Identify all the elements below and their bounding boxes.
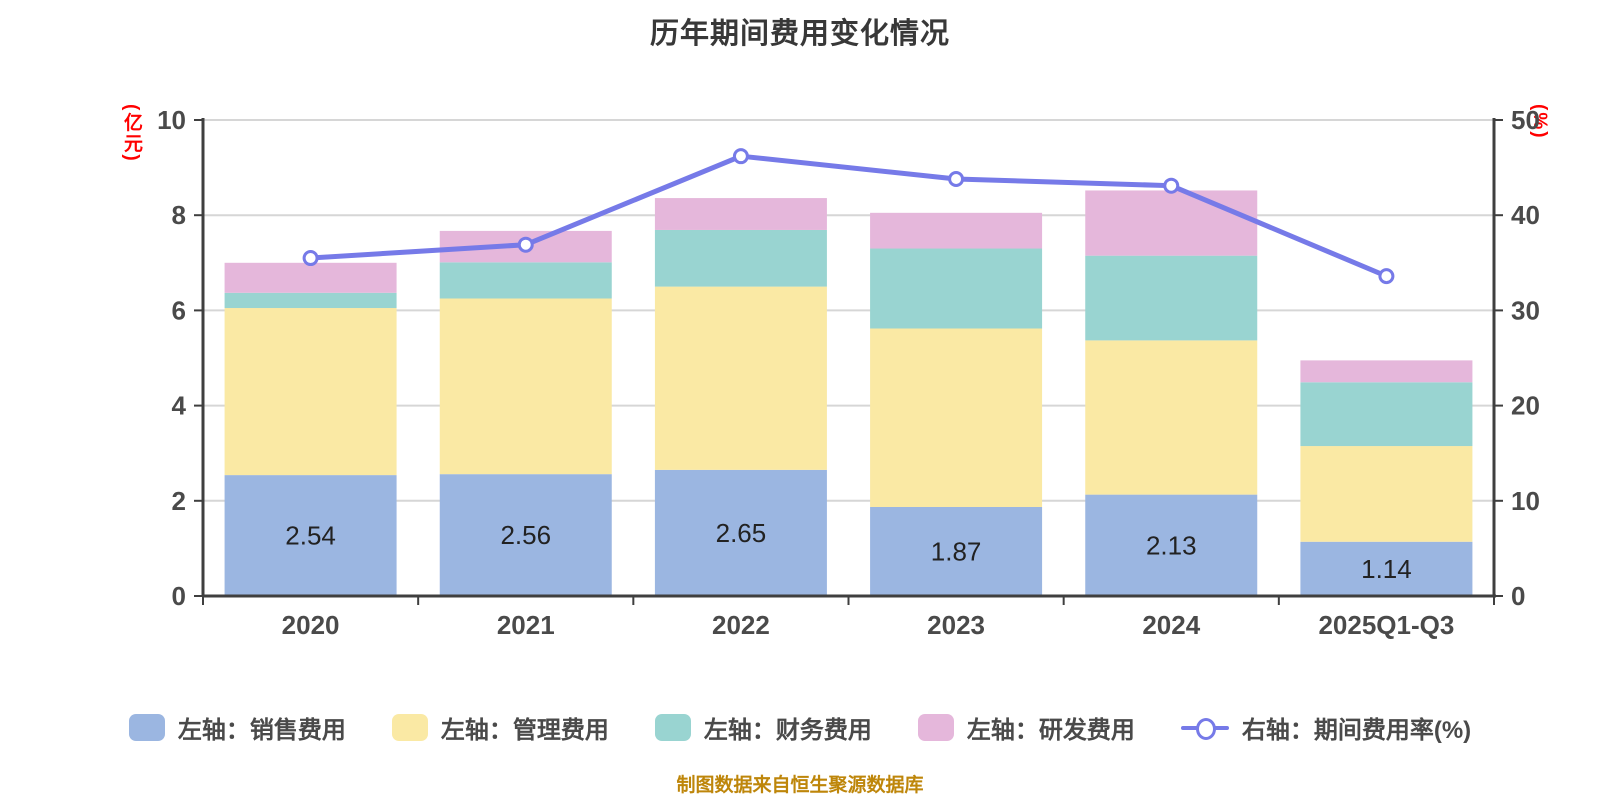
x-axis-label-2025Q1-Q3: 2025Q1-Q3 [1318,610,1454,640]
legend-label-sales: 左轴：销售费用 [177,717,346,744]
left-axis-tick-label: 6 [172,295,186,325]
bar-segment-sales-2022[interactable] [654,469,827,596]
bar-segment-finance-2023[interactable] [870,248,1043,329]
legend-item-admin[interactable]: 左轴：管理费用 [391,710,609,745]
legend-item-finance[interactable]: 左轴：财务费用 [654,710,872,745]
bar-segment-rnd-2020[interactable] [224,262,397,293]
expense-rate-point-2020[interactable] [302,250,319,267]
bar-segment-finance-2022[interactable] [654,229,827,287]
x-axis-label-2024: 2024 [1142,610,1200,640]
legend-item-expense-rate[interactable]: 右轴：期间费用率(%) [1180,710,1472,745]
bar-value-label-2024: 2.13 [1146,530,1197,560]
right-axis-tick-label: 20 [1511,391,1540,421]
legend-label-admin: 左轴：管理费用 [440,717,609,744]
left-axis-tick-label: 10 [157,105,186,135]
bar-segment-sales-2023[interactable] [870,506,1043,596]
bar-value-label-2020: 2.54 [285,521,336,551]
legend-line-marker-icon [1180,714,1229,741]
bar-segment-admin-2021[interactable] [439,298,612,475]
bar-value-label-2025Q1-Q3: 1.14 [1361,554,1412,584]
left-axis-tick-label: 4 [172,391,187,421]
left-axis-unit-label: (亿元) [121,104,142,163]
x-axis-label-2020: 2020 [282,610,340,640]
chart-title: 历年期间费用变化情况 [649,18,950,50]
expense-rate-point-2022[interactable] [732,148,749,165]
legend-item-rnd[interactable]: 左轴：研发费用 [917,710,1135,745]
right-axis-tick-label: 40 [1511,200,1540,230]
bar-segment-admin-2020[interactable] [224,308,397,476]
legend-swatch-sales-icon [128,714,165,741]
expense-rate-point-2025Q1-Q3[interactable] [1378,268,1395,285]
left-axis-tick-label: 2 [172,486,186,516]
expense-rate-point-2023[interactable] [948,171,965,188]
right-axis-tick-label: 0 [1511,581,1525,611]
legend-item-sales[interactable]: 左轴：销售费用 [128,710,346,745]
bar-segment-admin-2024[interactable] [1085,340,1258,495]
legend-label-expense-rate: 右轴：期间费用率(%) [1241,717,1472,744]
bar-segment-sales-2020[interactable] [224,475,397,596]
bar-segment-admin-2022[interactable] [654,286,827,470]
right-axis-tick-label: 50 [1511,105,1540,135]
bar-segment-finance-2020[interactable] [224,292,397,309]
right-axis-tick-label: 10 [1511,486,1540,516]
legend-label-finance: 左轴：财务费用 [703,717,872,744]
bar-segment-rnd-2022[interactable] [654,198,827,230]
right-axis-tick-label: 30 [1511,295,1540,325]
left-axis-tick-label: 0 [172,581,186,611]
legend-swatch-rnd-icon [917,714,954,741]
bar-segment-finance-2025Q1-Q3[interactable] [1300,382,1473,447]
bar-segment-sales-2024[interactable] [1085,494,1258,596]
legend-label-rnd: 左轴：研发费用 [966,717,1135,744]
expense-rate-line[interactable] [308,153,1389,279]
bar-segment-finance-2021[interactable] [439,262,612,299]
bar-segment-finance-2024[interactable] [1085,255,1258,341]
legend: 左轴：销售费用 左轴：管理费用 左轴：财务费用 左轴：研发费用 右轴：期间费用率… [0,710,1600,745]
bar-segment-admin-2023[interactable] [870,328,1043,507]
bar-segment-sales-2025Q1-Q3[interactable] [1300,541,1473,596]
bar-segment-rnd-2025Q1-Q3[interactable] [1300,360,1473,383]
x-axis-label-2023: 2023 [927,610,985,640]
expense-rate-point-2024[interactable] [1163,177,1180,194]
left-axis-tick-label: 8 [172,200,186,230]
bar-value-label-2021: 2.56 [500,520,551,550]
bar-value-label-2022: 2.65 [716,518,767,548]
x-axis-label-2021: 2021 [497,610,555,640]
data-source-note: 制图数据来自恒生聚源数据库 [676,775,924,796]
bar-segment-rnd-2024[interactable] [1085,190,1258,256]
expense-rate-point-2021[interactable] [517,236,534,253]
legend-swatch-finance-icon [654,714,691,741]
right-axis-unit-label: (%) [1529,104,1550,140]
legend-swatch-admin-icon [391,714,428,741]
x-axis-label-2022: 2022 [712,610,770,640]
bar-segment-rnd-2023[interactable] [870,212,1043,249]
bar-segment-sales-2021[interactable] [439,474,612,596]
bar-segment-admin-2025Q1-Q3[interactable] [1300,446,1473,542]
bar-value-label-2023: 1.87 [931,536,982,566]
